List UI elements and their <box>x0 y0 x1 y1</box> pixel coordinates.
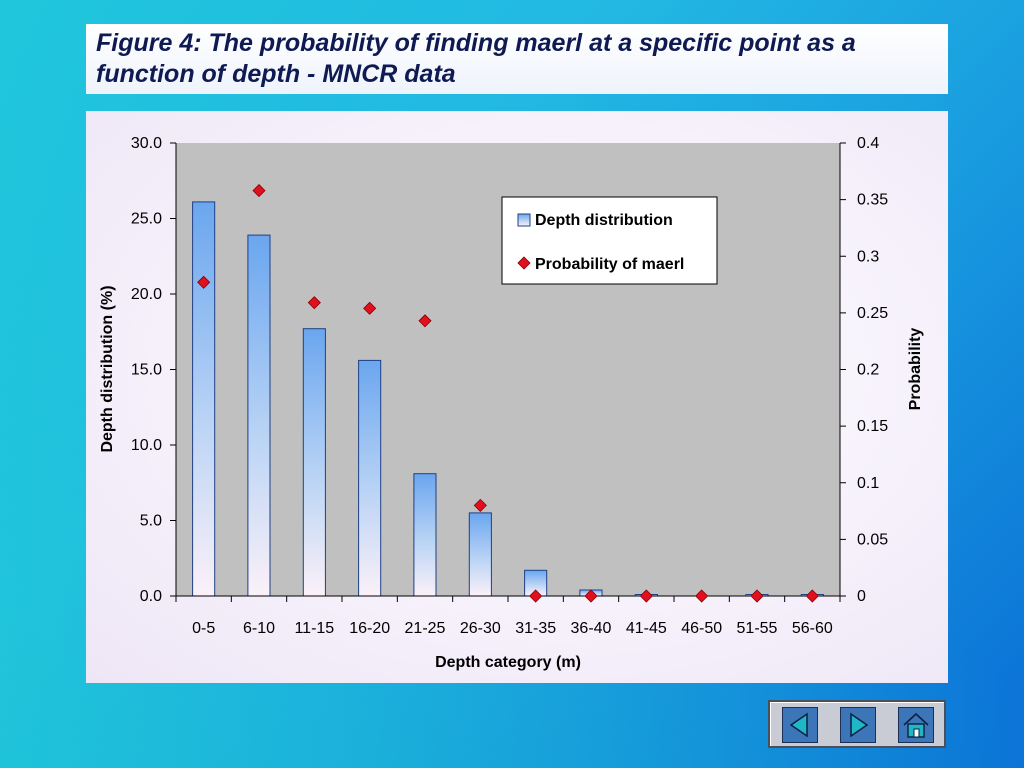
previous-slide-button[interactable] <box>782 707 818 743</box>
probability-marker-6-10 <box>252 183 266 198</box>
x-axis-title: Depth category (m) <box>435 654 581 671</box>
probability-marker-36-40 <box>584 589 598 603</box>
legend-bar-swatch <box>517 213 531 227</box>
y2-tick-label: 0.1 <box>857 475 879 492</box>
chart-panel: 0.0 5.0 10.0 15.0 20.0 25.0 30.0 0 0.05 0.1 0.15 0.… <box>86 111 948 683</box>
y-tick-label: 15.0 <box>131 362 162 379</box>
x-tick-label: 31-35 <box>515 620 556 637</box>
y2-tick-label: 0.4 <box>857 135 879 152</box>
bar-0-5 <box>192 201 216 597</box>
y2-tick-label: 0.05 <box>857 531 888 548</box>
y2-tick-label: 0.35 <box>857 192 888 209</box>
bar-21-25 <box>413 473 437 597</box>
x-tick-label: 0-5 <box>192 620 215 637</box>
slide-title: Figure 4: The probability of finding mae… <box>96 29 856 88</box>
home-icon <box>903 712 929 738</box>
y-tick-label: 10.0 <box>131 437 162 454</box>
y2-tick-label: 0.25 <box>857 305 888 322</box>
probability-marker-21-25 <box>418 314 432 328</box>
y-tick-label: 30.0 <box>131 135 162 152</box>
legend-marker-swatch <box>517 256 531 270</box>
y2-tick-label: 0.3 <box>857 248 879 265</box>
bar-16-20 <box>358 359 382 597</box>
legend: Depth distribution Probability of maerl <box>501 196 718 285</box>
y-tick-label: 20.0 <box>131 286 162 303</box>
bar-6-10 <box>247 234 271 597</box>
y2-tick-label: 0 <box>857 588 866 605</box>
y2-axis-title: Probability <box>907 328 924 411</box>
probability-marker-16-20 <box>363 301 377 315</box>
x-tick-label: 11-15 <box>294 620 334 637</box>
legend-label-depth-distribution: Depth distribution <box>535 212 673 229</box>
probability-marker-26-30 <box>473 498 487 512</box>
left-arrow-icon <box>789 712 808 738</box>
x-tick-label: 46-50 <box>681 620 722 637</box>
probability-marker-41-45 <box>639 589 653 603</box>
x-tick-label: 56-60 <box>792 620 833 637</box>
bar-11-15 <box>302 328 326 597</box>
x-tick-label: 36-40 <box>571 620 612 637</box>
legend-label-probability: Probability of maerl <box>535 256 684 273</box>
bar-26-30 <box>468 512 492 597</box>
x-tick-label: 51-55 <box>737 620 778 637</box>
y2-tick-label: 0.15 <box>857 418 888 435</box>
x-tick-label: 6-10 <box>243 620 275 637</box>
probability-marker-56-60 <box>805 589 819 603</box>
x-tick-label: 41-45 <box>626 620 667 637</box>
probability-marker-31-35 <box>529 589 543 603</box>
legend-box <box>501 196 718 285</box>
x-tick-label: 16-20 <box>349 620 390 637</box>
right-arrow-icon <box>850 712 869 738</box>
navigation-bar <box>768 700 946 748</box>
y-tick-label: 25.0 <box>131 211 162 228</box>
probability-marker-11-15 <box>307 296 321 310</box>
y-tick-label: 0.0 <box>140 588 162 605</box>
x-tick-label: 21-25 <box>405 620 446 637</box>
probability-marker-46-50 <box>695 589 709 603</box>
y-axis-title: Depth distribution (%) <box>99 285 116 452</box>
probability-marker-51-55 <box>750 589 764 603</box>
home-button[interactable] <box>898 707 934 743</box>
next-slide-button[interactable] <box>840 707 876 743</box>
y-tick-label: 5.0 <box>140 513 162 530</box>
x-tick-label: 26-30 <box>460 620 501 637</box>
title-box: Figure 4: The probability of finding mae… <box>86 24 948 94</box>
chart: 0.0 5.0 10.0 15.0 20.0 25.0 30.0 0 0.05 0.1 0.15 0.… <box>99 135 924 671</box>
probability-marker-0-5 <box>197 275 211 289</box>
y2-tick-label: 0.2 <box>857 362 879 379</box>
